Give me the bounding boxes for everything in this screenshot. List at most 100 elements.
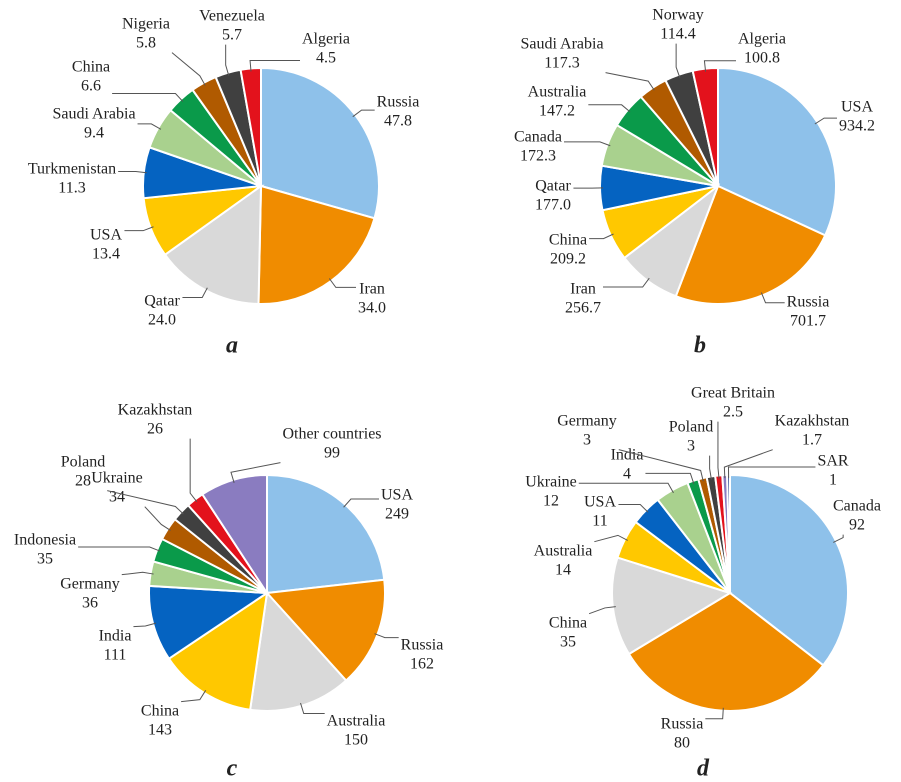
value-label: 24.0 <box>148 312 176 329</box>
chart-title: a <box>226 333 238 359</box>
category-label: Australia <box>528 84 587 101</box>
value-label: 11.3 <box>58 180 85 197</box>
slice-label: USA 249 <box>381 487 413 523</box>
pie-chart: a Russia 47.8 Iran 34.0 Qatar 24.0 USA 13.4 Turkm… <box>28 8 419 359</box>
slice-label: Russia 80 <box>661 716 704 752</box>
slice-label: Iran 34.0 <box>358 281 386 317</box>
category-label: Norway <box>652 7 704 24</box>
slice-label: China 6.6 <box>72 59 110 95</box>
chart-title: b <box>694 333 706 359</box>
category-label: Canada <box>514 129 562 146</box>
leader-line <box>675 43 681 78</box>
slice-label: Kazakhstan 1.7 <box>775 413 850 449</box>
value-label: 80 <box>674 735 690 752</box>
category-label: Canada <box>833 498 881 515</box>
slice-label: Saudi Arabia 117.3 <box>520 36 603 72</box>
value-label: 6.6 <box>81 78 101 95</box>
slice-label: Australia 14 <box>534 543 593 579</box>
category-label: Germany <box>557 413 617 430</box>
leader-line <box>189 438 198 503</box>
leader-line <box>107 490 184 515</box>
value-label: 28 <box>75 473 91 490</box>
slice-label: Canada 92 <box>833 498 881 534</box>
category-label: USA <box>381 487 413 504</box>
value-label: 1.7 <box>802 432 822 449</box>
leader-line <box>300 702 325 715</box>
category-label: Kazakhstan <box>118 402 193 419</box>
leader-line <box>814 117 837 125</box>
slice-label: Canada 172.3 <box>514 129 562 165</box>
value-label: 111 <box>104 647 127 664</box>
slice-label: Qatar 24.0 <box>144 293 180 329</box>
slice-label: USA 934.2 <box>839 99 875 135</box>
slice-label: Turkmenistan 11.3 <box>28 161 116 197</box>
leader-line <box>618 504 649 513</box>
category-label: China <box>72 59 110 76</box>
leader-line <box>181 690 207 703</box>
category-label: Nigeria <box>122 16 170 33</box>
leader-line <box>618 449 704 482</box>
category-label: Turkmenistan <box>28 161 116 178</box>
category-label: Russia <box>401 637 444 654</box>
value-label: 117.3 <box>544 55 579 72</box>
category-label: China <box>549 615 587 632</box>
value-label: 3 <box>583 432 591 449</box>
value-label: 13.4 <box>92 246 120 263</box>
slice-label: Australia 147.2 <box>528 84 587 120</box>
value-label: 4.5 <box>316 50 336 67</box>
value-label: 172.3 <box>520 148 556 165</box>
value-label: 162 <box>410 656 434 673</box>
leader-line <box>230 462 281 483</box>
slice-label: Algeria 4.5 <box>302 31 350 67</box>
pie-chart: c USA 249 Russia 162 Australia 150 China 143 Indi… <box>14 402 443 782</box>
leader-line <box>343 498 379 508</box>
leader-line <box>833 534 844 543</box>
pie-slice <box>266 473 386 595</box>
slice-label: China 209.2 <box>549 232 587 268</box>
category-label: Iran <box>359 281 385 298</box>
leader-line <box>144 506 171 531</box>
value-label: 4 <box>623 466 631 483</box>
labels: USA 934.2 Russia 701.7 Iran 256.7 China 209.2 Qa… <box>514 7 875 330</box>
value-label: 9.4 <box>84 125 104 142</box>
slice-label: Saudi Arabia 9.4 <box>52 106 135 142</box>
category-label: Saudi Arabia <box>520 36 603 53</box>
category-label: Other countries <box>282 426 381 443</box>
leader-line <box>118 171 147 174</box>
category-label: Algeria <box>738 31 786 48</box>
slice-label: China 143 <box>141 703 179 739</box>
slice-label: USA 11 <box>584 494 616 530</box>
slice-label: Indonesia 35 <box>14 532 76 568</box>
value-label: 47.8 <box>384 113 412 130</box>
leader-line <box>133 622 157 628</box>
leader-line <box>705 707 724 720</box>
category-label: Russia <box>377 94 420 111</box>
value-label: 256.7 <box>565 300 601 317</box>
labels: USA 249 Russia 162 Australia 150 China 143 India… <box>14 402 443 749</box>
category-label: Australia <box>327 713 386 730</box>
value-label: 249 <box>385 506 409 523</box>
category-label: Algeria <box>302 31 350 48</box>
slice-label: USA 13.4 <box>90 227 122 263</box>
category-label: China <box>549 232 587 249</box>
slices <box>148 473 386 712</box>
category-label: India <box>611 447 644 464</box>
value-label: 1 <box>829 472 837 489</box>
slices <box>599 66 837 305</box>
category-label: Indonesia <box>14 532 76 549</box>
slice-label: Other countries 99 <box>282 426 381 462</box>
category-label: Poland <box>669 419 713 436</box>
category-label: Qatar <box>144 293 180 310</box>
leader-line <box>717 421 720 479</box>
value-label: 35 <box>560 634 576 651</box>
category-label: SAR <box>817 453 848 470</box>
category-label: Great Britain <box>691 385 775 402</box>
slice-label: India 111 <box>99 628 132 664</box>
category-label: Qatar <box>535 178 571 195</box>
leader-line <box>723 449 773 479</box>
slice-label: China 35 <box>549 615 587 651</box>
value-label: 934.2 <box>839 118 875 135</box>
slice-label: Great Britain 2.5 <box>691 385 775 421</box>
leader-line <box>328 278 356 288</box>
leader-line <box>171 52 206 86</box>
